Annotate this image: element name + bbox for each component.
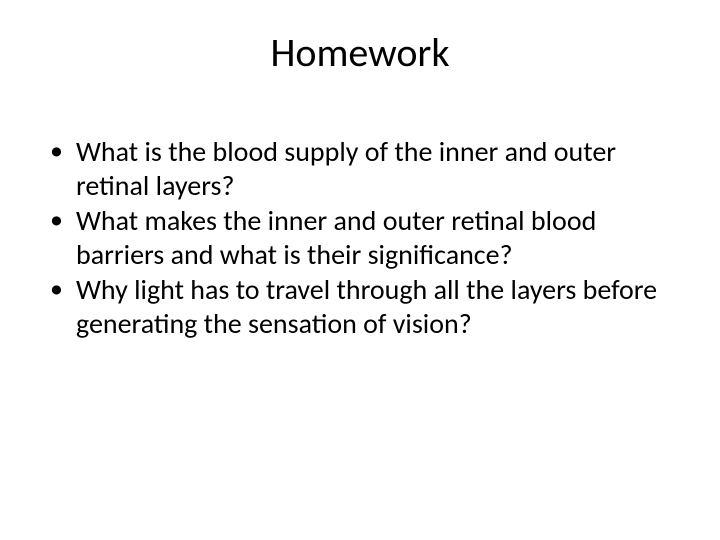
list-item: What makes the inner and outer retinal b…	[48, 204, 680, 271]
slide-title: Homework	[40, 28, 680, 77]
bullet-list: What is the blood supply of the inner an…	[40, 135, 680, 341]
list-item: Why light has to travel through all the …	[48, 273, 680, 340]
slide: Homework What is the blood supply of the…	[0, 0, 720, 540]
list-item: What is the blood supply of the inner an…	[48, 135, 680, 202]
